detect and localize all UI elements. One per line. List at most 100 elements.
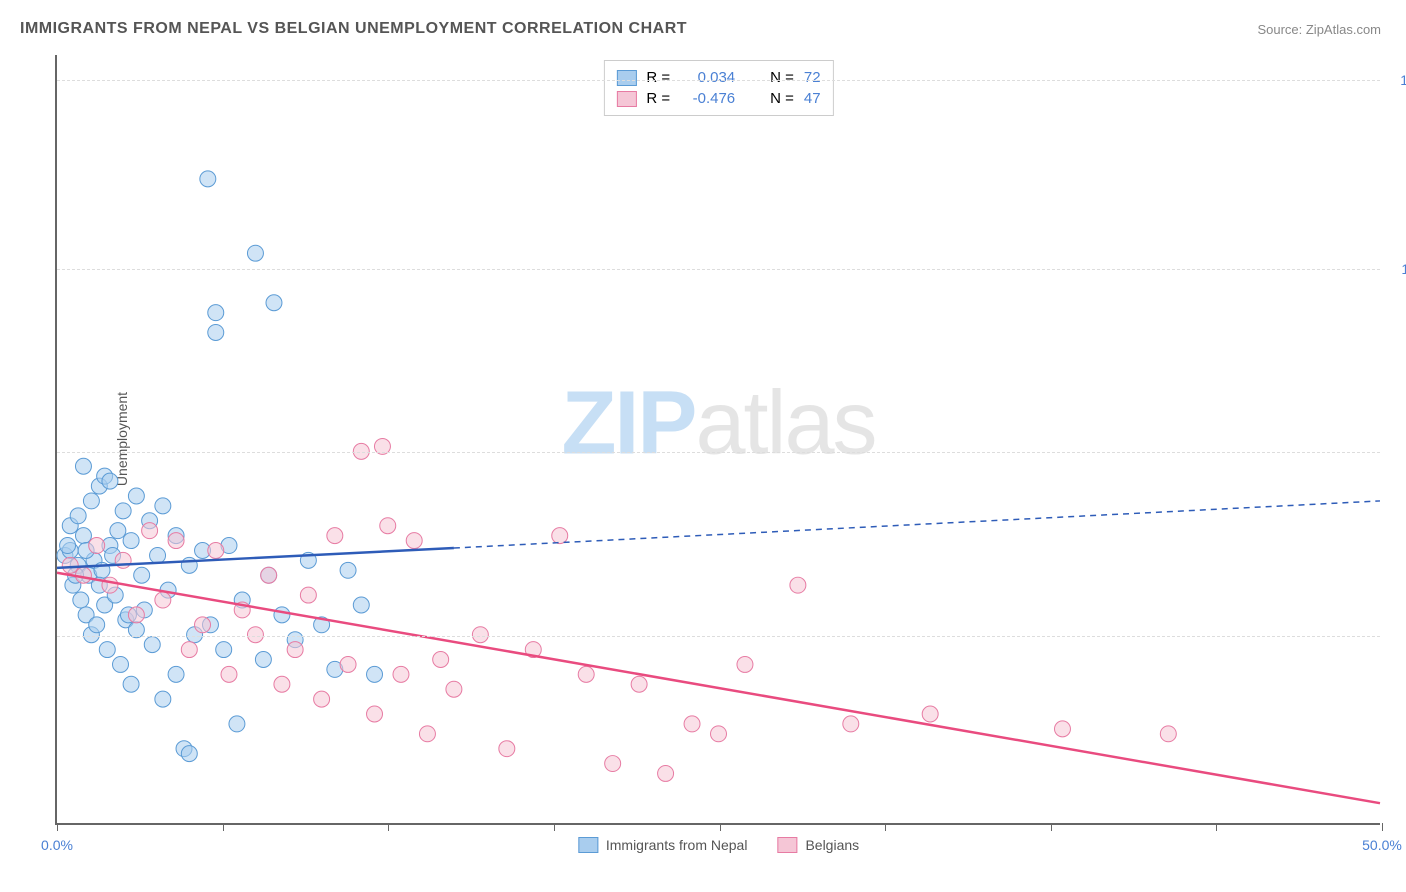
gridline-h [57,269,1380,270]
data-point [142,523,158,539]
legend-bottom-swatch-1 [578,837,598,853]
data-point [658,765,674,781]
data-point [110,523,126,539]
data-point [208,543,224,559]
data-point [247,245,263,261]
gridline-h [57,636,1380,637]
data-point [266,295,282,311]
x-tick [1051,823,1052,831]
data-point [89,538,105,554]
y-tick-label: 15.0% [1385,72,1406,88]
trend-line [57,573,1380,803]
data-point [843,716,859,732]
data-point [168,666,184,682]
data-point [684,716,700,732]
data-point [75,528,91,544]
data-point [711,726,727,742]
data-point [340,656,356,672]
trend-line [454,501,1380,548]
x-tick-label: 50.0% [1362,837,1402,853]
x-tick [720,823,721,831]
legend-n-label-2: N = [770,90,794,107]
legend-n-value-1: 72 [804,69,821,86]
data-point [367,666,383,682]
data-point [499,741,515,757]
data-point [73,592,89,608]
data-point [144,637,160,653]
data-point [737,656,753,672]
chart-title: IMMIGRANTS FROM NEPAL VS BELGIAN UNEMPLO… [20,20,687,38]
x-tick [885,823,886,831]
data-point [393,666,409,682]
data-point [419,726,435,742]
data-point [155,592,171,608]
gridline-h [57,452,1380,453]
legend-swatch-series1 [616,70,636,86]
data-point [1160,726,1176,742]
data-point [1054,721,1070,737]
x-tick [1382,823,1383,831]
legend-series-names: Immigrants from Nepal Belgians [578,837,859,853]
data-point [102,577,118,593]
legend-row-series2: R = -0.476 N = 47 [616,88,820,109]
data-point [274,676,290,692]
data-point [790,577,806,593]
data-point [208,305,224,321]
data-point [631,676,647,692]
legend-r-label-1: R = [646,69,670,86]
data-point [113,656,129,672]
data-point [208,324,224,340]
legend-series1-name: Immigrants from Nepal [606,837,748,853]
y-tick-label: 11.2% [1385,261,1406,277]
data-point [353,597,369,613]
legend-r-value-1: 0.034 [680,69,735,86]
legend-series2-name: Belgians [805,837,859,853]
legend-n-label-1: N = [770,69,794,86]
data-point [181,746,197,762]
data-point [472,627,488,643]
data-point [99,642,115,658]
data-point [274,607,290,623]
data-point [168,533,184,549]
data-point [406,533,422,549]
x-tick [1216,823,1217,831]
data-point [115,503,131,519]
data-point [181,642,197,658]
legend-r-value-2: -0.476 [680,90,735,107]
data-point [150,547,166,563]
data-point [287,642,303,658]
data-point [75,458,91,474]
data-point [552,528,568,544]
x-tick [57,823,58,831]
data-point [155,498,171,514]
legend-swatch-series2 [616,91,636,107]
data-point [367,706,383,722]
x-tick-label: 0.0% [41,837,73,853]
x-tick [223,823,224,831]
data-point [60,538,76,554]
data-point [353,443,369,459]
data-point [922,706,938,722]
data-point [70,508,86,524]
data-point [433,652,449,668]
legend-n-value-2: 47 [804,90,821,107]
data-point [128,607,144,623]
x-tick [554,823,555,831]
data-point [155,691,171,707]
data-point [83,493,99,509]
data-point [229,716,245,732]
data-point [221,666,237,682]
data-point [605,756,621,772]
gridline-h [57,80,1380,81]
data-point [195,617,211,633]
data-point [89,617,105,633]
chart-svg [57,55,1380,823]
legend-bottom-swatch-2 [777,837,797,853]
legend-row-series1: R = 0.034 N = 72 [616,67,820,88]
data-point [123,676,139,692]
data-point [102,473,118,489]
data-point [123,533,139,549]
data-point [327,528,343,544]
x-tick [388,823,389,831]
legend-r-label-2: R = [646,90,670,107]
